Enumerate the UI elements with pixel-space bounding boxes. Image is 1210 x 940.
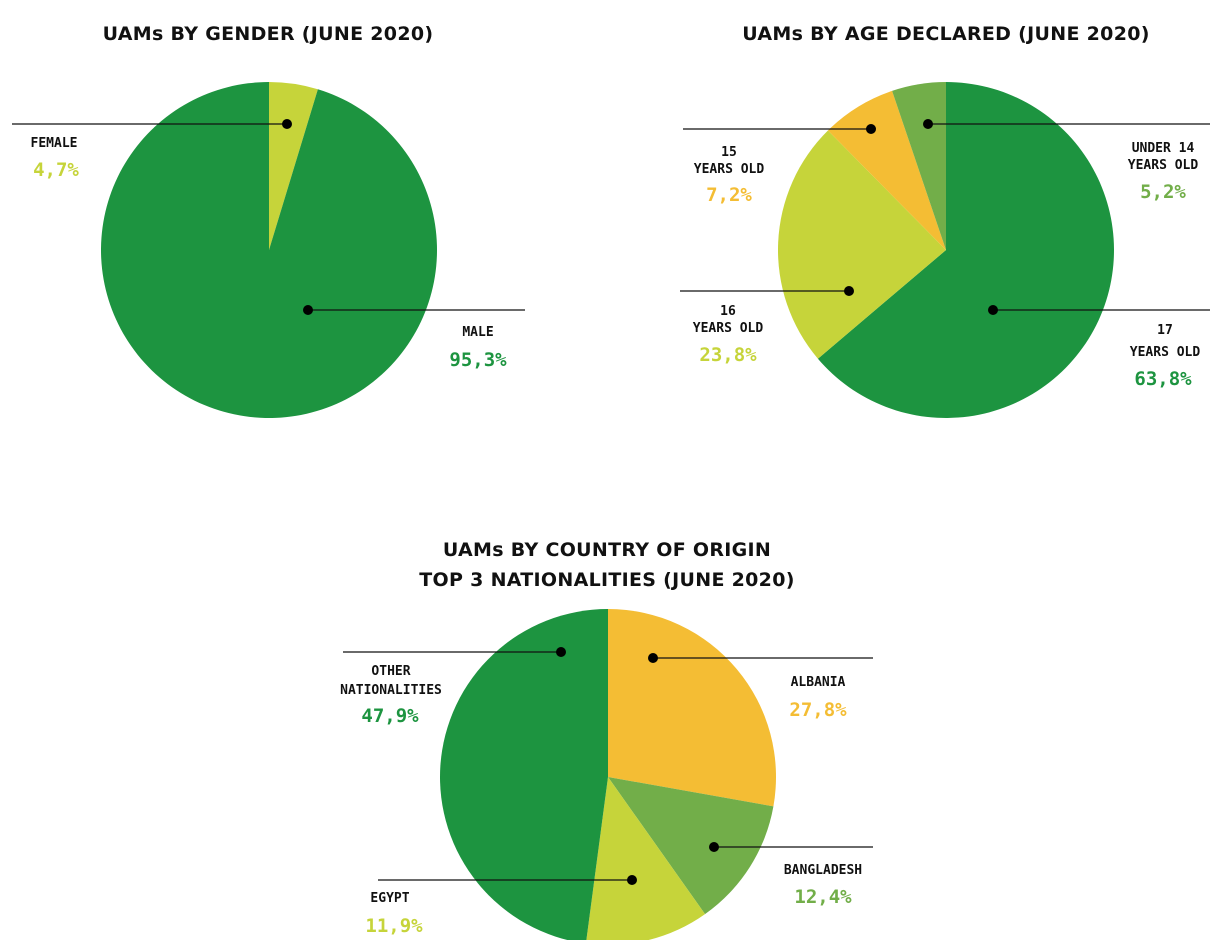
label-other-line2: NATIONALITIES — [340, 683, 442, 698]
pie-slice-bangladesh — [608, 777, 774, 915]
value-male: 95,3% — [449, 349, 507, 371]
value-egypt: 11,9% — [365, 915, 423, 937]
value-female: 4,7% — [33, 159, 79, 181]
dot-other — [556, 647, 566, 657]
gender-chart-title: UAMs BY GENDER (JUNE 2020) — [103, 23, 434, 45]
dot-under-14 — [923, 119, 933, 129]
dot-albania — [648, 653, 658, 663]
label-egypt: EGYPT — [370, 891, 409, 906]
label-16-years-line1: 16 — [720, 304, 736, 319]
label-15-years-line1: 15 — [721, 145, 737, 160]
value-16-years: 23,8% — [699, 344, 757, 366]
dot-17-years — [988, 305, 998, 315]
value-other: 47,9% — [361, 705, 419, 727]
label-other-line1: OTHER — [371, 664, 410, 679]
label-female: FEMALE — [31, 136, 78, 151]
pie-slice-albania — [608, 609, 777, 807]
label-under-14-line2: YEARS OLD — [1128, 158, 1199, 173]
country-chart-subtitle: TOP 3 NATIONALITIES (JUNE 2020) — [419, 569, 794, 591]
dot-male — [303, 305, 313, 315]
age-pie — [777, 82, 1114, 419]
value-15-years: 7,2% — [706, 184, 752, 206]
label-17-years-line2: YEARS OLD — [1130, 345, 1201, 360]
value-17-years: 63,8% — [1134, 368, 1192, 390]
pie-slice-16-years — [777, 130, 946, 359]
dot-female — [282, 119, 292, 129]
value-bangladesh: 12,4% — [794, 886, 852, 908]
pie-slice-17-years — [817, 82, 1114, 419]
label-17-years-line1: 17 — [1157, 323, 1173, 338]
dot-15-years — [866, 124, 876, 134]
pie-slice-male — [101, 82, 438, 418]
label-16-years-line2: YEARS OLD — [693, 321, 764, 336]
dot-egypt — [627, 875, 637, 885]
age-chart-title: UAMs BY AGE DECLARED (JUNE 2020) — [742, 23, 1149, 45]
label-albania: ALBANIA — [791, 675, 846, 690]
dot-bangladesh — [709, 842, 719, 852]
label-bangladesh: BANGLADESH — [784, 863, 862, 878]
label-15-years-line2: YEARS OLD — [694, 162, 765, 177]
leader-lines — [12, 119, 1210, 885]
label-male: MALE — [462, 325, 493, 340]
country-chart-title: UAMs BY COUNTRY OF ORIGIN — [443, 539, 771, 561]
value-under-14: 5,2% — [1140, 181, 1186, 203]
country-pie — [440, 609, 777, 940]
pie-slice-15-years — [827, 90, 946, 250]
label-under-14-line1: UNDER 14 — [1132, 141, 1195, 156]
gender-pie — [101, 82, 438, 418]
pie-slice-other — [440, 609, 608, 940]
pie-slice-egypt — [586, 777, 706, 940]
value-albania: 27,8% — [789, 699, 847, 721]
dot-16-years — [844, 286, 854, 296]
